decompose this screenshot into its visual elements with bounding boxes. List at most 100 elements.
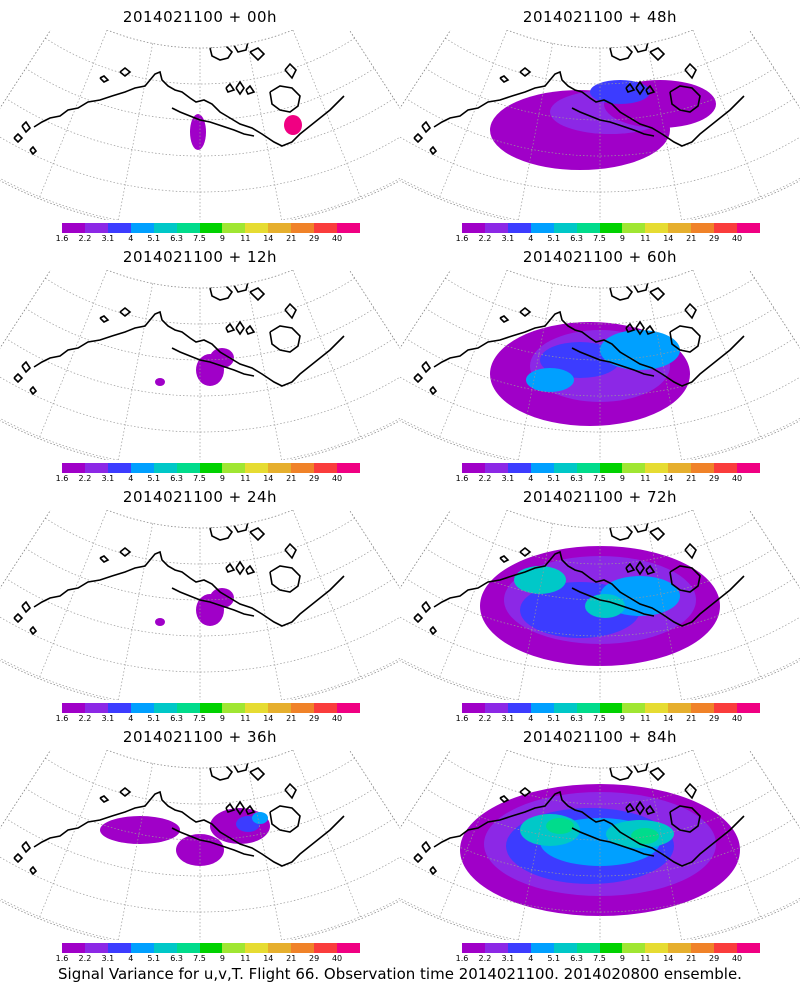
coastline <box>171 827 255 857</box>
forecast-panel: 2014021100 + 72h 1.6 2.2 3.1 4 5.1 6.3 7.5 9 11 14… <box>400 480 800 725</box>
meridian-line <box>400 270 466 401</box>
meridian-line <box>38 270 108 439</box>
coastline <box>645 324 656 335</box>
colorbar-label: 6.3 <box>170 954 183 963</box>
colorbar-swatch <box>199 223 223 233</box>
colorbar-label: 40 <box>731 714 743 723</box>
forecast-panel: 2014021100 + 84h 1.6 2.2 3.1 4 5.1 6.3 7.5 9 11 14… <box>400 720 800 965</box>
coastline <box>209 283 234 301</box>
parallel-line <box>0 878 400 940</box>
colorbar-swatch <box>576 223 600 233</box>
coastline <box>99 795 110 803</box>
colorbar-label: 1.6 <box>55 474 69 483</box>
variance-region <box>600 330 680 370</box>
forecast-panel: 2014021100 + 36h 1.6 2.2 3.1 4 5.1 6.3 7.5 9 11 14… <box>0 720 400 965</box>
colorbar: 1.6 2.2 3.1 4 5.1 6.3 7.5 9 11 14 21 29 40 <box>56 943 360 963</box>
colorbar-label: 4 <box>128 954 134 963</box>
colorbar-label: 5.1 <box>147 234 161 243</box>
coastline <box>499 795 510 803</box>
meridian-line <box>292 270 362 439</box>
colorbar-swatch <box>62 223 85 233</box>
colorbar-swatch <box>337 943 360 953</box>
colorbar-swatch <box>737 223 760 233</box>
coastline <box>269 565 301 593</box>
colorbar-swatch <box>291 943 315 953</box>
parallel-line <box>0 398 400 460</box>
colorbar-swatch <box>245 943 269 953</box>
colorbar-swatch <box>176 943 200 953</box>
colorbar-swatch <box>291 703 315 713</box>
colorbar-label: 6.3 <box>570 234 583 243</box>
map-boundary <box>400 270 800 460</box>
coastline <box>571 107 655 137</box>
coastline <box>499 315 510 323</box>
parallel-line <box>400 158 800 220</box>
coastline <box>225 802 236 813</box>
colorbar-label: 5.1 <box>547 714 561 723</box>
colorbar-label: 6.3 <box>170 714 183 723</box>
coastline <box>609 763 634 781</box>
coastline <box>29 145 38 156</box>
meridian-line <box>692 510 762 679</box>
colorbar-swatch <box>314 943 338 953</box>
colorbar-label: 2.2 <box>78 474 92 483</box>
coastline <box>225 322 236 333</box>
coastline <box>571 587 655 617</box>
colorbar-label: 1.6 <box>55 714 69 723</box>
colorbar: 1.6 2.2 3.1 4 5.1 6.3 7.5 9 11 14 21 29 40 <box>56 703 360 723</box>
meridian-line <box>734 30 800 161</box>
colorbar-label: 3.1 <box>501 474 515 483</box>
colorbar-label: 4 <box>128 234 134 243</box>
coastline <box>171 347 255 377</box>
coastline <box>649 527 666 542</box>
coastline <box>235 80 245 96</box>
panel-title: 2014021100 + 24h <box>122 488 278 506</box>
coastline <box>13 372 24 384</box>
coastline <box>421 360 432 374</box>
coastline <box>609 43 634 61</box>
forecast-panel: 2014021100 + 60h 1.6 2.2 3.1 4 5.1 6.3 7.5 9 11 14… <box>400 240 800 485</box>
colorbar-swatch <box>645 223 669 233</box>
colorbar-label: 9 <box>619 954 625 963</box>
coastline <box>429 865 438 876</box>
coastline <box>635 560 645 576</box>
colorbar-swatch <box>107 703 131 713</box>
variance-region <box>546 818 574 834</box>
colorbar-swatch <box>691 703 715 713</box>
coastline <box>235 560 245 576</box>
coastline <box>231 277 249 293</box>
coastline <box>13 852 24 864</box>
coastline <box>421 120 432 134</box>
colorbar-label: 6.3 <box>170 474 183 483</box>
meridian-line <box>334 30 400 161</box>
colorbar-swatch <box>691 943 715 953</box>
coastline <box>625 322 636 333</box>
colorbar-swatch <box>530 463 554 473</box>
colorbar-swatch <box>314 223 338 233</box>
colorbar-swatch <box>130 223 154 233</box>
colorbar: 1.6 2.2 3.1 4 5.1 6.3 7.5 9 11 14 21 29 40 <box>456 223 760 243</box>
colorbar-label: 9 <box>619 234 625 243</box>
forecast-panel: 2014021100 + 24h 1.6 2.2 3.1 4 5.1 6.3 7.5 9 11 14… <box>0 480 400 725</box>
coastline <box>429 145 438 156</box>
coastline <box>429 625 438 636</box>
colorbar-swatch <box>130 943 154 953</box>
colorbar-swatch <box>462 223 485 233</box>
meridian-line <box>334 510 400 641</box>
meridian-line <box>38 750 108 919</box>
coastline <box>249 287 266 302</box>
colorbar-swatch <box>199 943 223 953</box>
colorbar-swatch <box>84 463 108 473</box>
panel-title: 2014021100 + 00h <box>122 8 278 26</box>
colorbar-swatch <box>199 703 223 713</box>
colorbar-swatch <box>291 223 315 233</box>
meridian-line <box>246 283 283 460</box>
coastline <box>33 310 345 387</box>
colorbar-label: 9 <box>219 234 225 243</box>
colorbar-swatch <box>268 463 292 473</box>
colorbar-label: 4 <box>528 954 534 963</box>
variance-region <box>210 348 234 368</box>
parallel-line <box>400 638 800 700</box>
colorbar-swatch <box>599 463 623 473</box>
colorbar-label: 5.1 <box>147 714 161 723</box>
